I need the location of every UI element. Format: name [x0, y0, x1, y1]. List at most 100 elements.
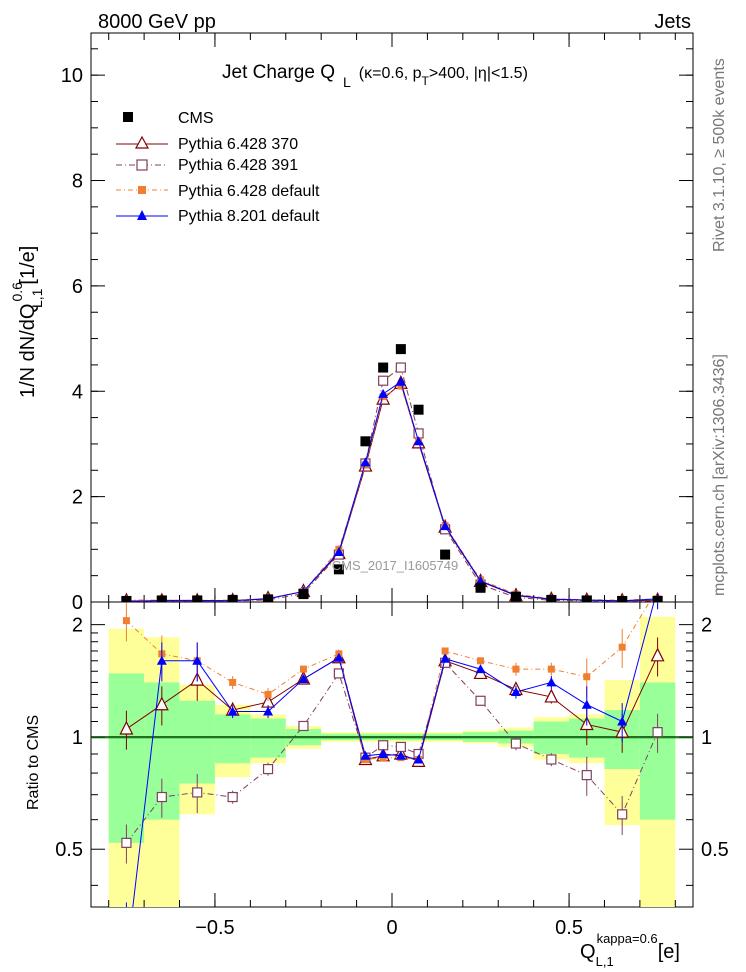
ratio-point-pythia-6-428-370 — [119, 720, 134, 735]
svg-text:Qkappa=0.6L,1[e]: Qkappa=0.6 L,1 [e] — [580, 931, 680, 969]
ratio-point-pythia-6-428-391 — [652, 727, 663, 738]
data-point-pythia-6-428-391 — [378, 375, 389, 386]
data-point-cms — [581, 595, 592, 602]
data-point-cms — [475, 582, 486, 593]
xlabel-main: Q — [580, 941, 596, 963]
ratio-point-pythia-6-428-default — [122, 617, 130, 625]
header-right: Jets — [654, 11, 691, 33]
ratio-point-pythia-6-428-391 — [227, 791, 238, 803]
ylabel-sup: 0.6 — [9, 282, 25, 302]
y-tick-label: 8 — [72, 171, 83, 193]
ratio-point-pythia-8-201-default — [581, 699, 592, 709]
ratio-point-pythia-6-428-default — [441, 647, 449, 655]
ratio-y-label: Ratio to CMS — [25, 715, 42, 810]
ratio-point-pythia-6-428-default — [264, 690, 272, 698]
ratio-point-pythia-8-201-default — [227, 706, 238, 716]
ratio-point-pythia-8-201-default — [510, 686, 521, 696]
data-point-pythia-8-201-default — [378, 388, 389, 398]
xlabel-sup: kappa=0.6 — [597, 931, 658, 946]
y-tick-label: 2 — [72, 487, 83, 509]
legend-entry-cms: CMS — [123, 110, 214, 127]
ratio-uncertainty-bands — [108, 616, 676, 907]
ratio-line-pythia-6-428-391 — [126, 661, 659, 844]
data-point-pythia-8-201-default — [395, 376, 406, 386]
y-tick-label: 4 — [72, 381, 83, 403]
ratio-point-pythia-6-428-391 — [298, 720, 309, 732]
ratio-point-pythia-6-428-default — [229, 678, 237, 686]
ratio-point-pythia-8-201-default — [263, 706, 274, 716]
ratio-point-pythia-8-201-default — [333, 652, 344, 662]
ratio-point-pythia-6-428-391 — [192, 787, 203, 798]
ratio-point-pythia-6-428-391 — [121, 837, 132, 848]
ratio-point-pythia-6-428-default — [618, 643, 626, 651]
ylabel-sub: L,1 — [29, 288, 45, 308]
data-point-cms — [395, 344, 406, 355]
legend-entry-pythia6-default: Pythia 6.428 default — [116, 183, 320, 200]
data-point-pythia-8-201-default — [333, 546, 344, 556]
svg-text:Jet Charge QL(κ=0.6, pT>400, |: Jet Charge Q L (κ=0.6, pT>400, |η|<1.5) — [222, 62, 528, 90]
y-axis-label: 1/N dN/dQ 0.6 L,1 [1/e] — [9, 246, 45, 398]
ratio-point-pythia-8-201-default — [378, 748, 389, 758]
ratio-point-pythia-8-201-default — [475, 664, 486, 674]
title-pt-sub: T — [422, 74, 430, 88]
ratio-point-pythia-6-428-391 — [262, 763, 274, 775]
data-point-cms — [360, 436, 371, 447]
ratio-point-pythia-8-201-default — [360, 750, 371, 760]
data-point-cms — [617, 595, 628, 602]
data-point-cms — [333, 564, 344, 575]
ratio-unity-line — [91, 736, 693, 739]
ratio-point-pythia-8-201-default — [121, 957, 131, 966]
rivet-label: Rivet 3.1.10, ≥ 500k events — [711, 58, 728, 252]
data-point-pythia-6-428-default — [397, 382, 405, 390]
data-point-cms — [263, 594, 274, 602]
band-green — [214, 714, 251, 764]
legend-label-pythia6-default: Pythia 6.428 default — [178, 183, 320, 200]
legend: CMS Pythia 6.428 370 Pythia 6.428 391 Py… — [116, 110, 320, 225]
data-point-cms — [652, 595, 663, 602]
data-point-cms — [227, 594, 238, 602]
ratio-point-pythia-6-428-370 — [544, 688, 559, 703]
svg-text:1/N dN/dQ0.6L,1[1/e]: 1/N dN/dQ 0.6 L,1 [1/e] — [9, 246, 45, 398]
data-point-cms — [440, 549, 451, 560]
ratio-point-pythia-6-428-default — [512, 665, 520, 673]
legend-entry-pythia6-370: Pythia 6.428 370 — [116, 135, 298, 153]
band-green — [179, 700, 215, 784]
legend-label-cms: CMS — [178, 110, 214, 127]
ratio-point-pythia-8-201-default — [617, 716, 628, 726]
mcplots-label: mcplots.cern.ch [arXiv:1306.3436] — [711, 354, 728, 596]
ratio-series — [119, 585, 665, 966]
ratio-line-pythia-8-201-default — [132, 602, 655, 907]
data-point-cms — [413, 404, 424, 415]
data-point-cms — [156, 595, 167, 602]
data-point-pythia-8-201-default — [475, 575, 486, 585]
data-point-cms — [298, 589, 309, 600]
watermark: CMS_2017_I1605749 — [332, 558, 459, 573]
ratio-point-pythia-6-428-391 — [546, 754, 557, 765]
legend-entry-pythia8-default: Pythia 8.201 default — [116, 208, 320, 225]
ratio-y-tick-label: 0.5 — [55, 839, 83, 861]
main-series — [121, 344, 663, 602]
xlabel-sub: L,1 — [596, 954, 614, 969]
ratio-y-tick-label-right: 2 — [701, 615, 712, 637]
ratio-y-tick-label-right: 1 — [701, 727, 712, 749]
ratio-point-pythia-8-201-default — [413, 754, 424, 764]
header-left: 8000 GeV pp — [98, 11, 216, 33]
ratio-point-pythia-8-201-default — [192, 655, 203, 665]
legend-label-pythia6-370: Pythia 6.428 370 — [178, 136, 298, 153]
legend-entry-pythia6-391: Pythia 6.428 391 — [116, 157, 298, 174]
data-point-pythia-8-201-default — [440, 521, 451, 531]
ratio-point-pythia-6-428-default — [477, 657, 485, 665]
title-end: >400, |η|<1.5) — [429, 65, 528, 82]
ratio-point-pythia-8-201-default — [298, 673, 309, 683]
ratio-point-pythia-6-428-default — [654, 585, 661, 592]
ratio-point-pythia-6-428-391 — [581, 770, 592, 781]
x-tick-label: 0 — [386, 917, 397, 939]
ratio-y-tick-label: 1 — [72, 727, 83, 749]
data-point-cms — [192, 595, 203, 602]
title-rest: (κ=0.6, p — [359, 65, 422, 82]
data-point-pythia-8-201-default — [413, 436, 424, 446]
ratio-point-pythia-8-201-default — [440, 653, 451, 663]
title-main: Jet Charge Q — [222, 62, 335, 83]
ratio-point-pythia-8-201-default — [546, 677, 557, 687]
